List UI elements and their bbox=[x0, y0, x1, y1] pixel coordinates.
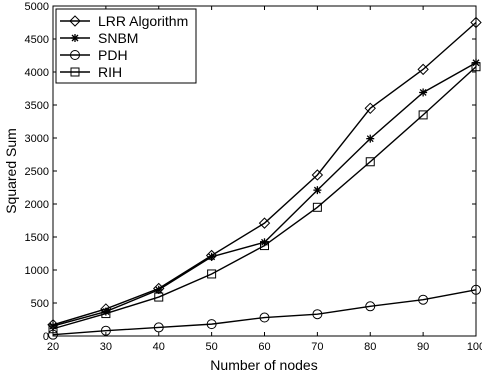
diamond-marker bbox=[258, 217, 271, 229]
series-line bbox=[52, 62, 477, 327]
y-tick-label: 1500 bbox=[25, 232, 49, 244]
asterisk-marker bbox=[71, 34, 79, 42]
square-marker bbox=[48, 324, 58, 334]
square-marker bbox=[471, 62, 481, 72]
legend-label: RIH bbox=[98, 64, 122, 80]
square-marker bbox=[260, 241, 269, 251]
asterisk-marker bbox=[366, 134, 375, 143]
x-tick-label: 20 bbox=[47, 341, 59, 353]
series-snbm bbox=[49, 58, 480, 331]
series-line bbox=[52, 66, 477, 330]
y-tick-label: 5000 bbox=[25, 1, 49, 13]
x-tick-label: 90 bbox=[417, 341, 429, 353]
x-tick-label: 80 bbox=[364, 341, 376, 353]
legend-label: PDH bbox=[98, 47, 128, 63]
circle-marker bbox=[206, 319, 217, 330]
legend-item: SNBM bbox=[60, 30, 138, 46]
y-tick-label: 500 bbox=[31, 298, 49, 310]
y-tick-label: 2500 bbox=[25, 166, 49, 178]
y-tick-label: 0 bbox=[43, 331, 49, 343]
y-axis-label: Squared Sum bbox=[3, 128, 19, 214]
circle-marker bbox=[70, 50, 80, 60]
x-tick-label: 100 bbox=[467, 341, 482, 353]
y-tick-label: 2000 bbox=[25, 199, 49, 211]
y-tick-label: 3500 bbox=[25, 100, 49, 112]
axis-ticks: 2030405060708090100050010001500200025003… bbox=[25, 1, 482, 353]
circle-marker bbox=[312, 309, 323, 320]
diamond-marker bbox=[364, 102, 376, 115]
x-tick-label: 60 bbox=[258, 341, 270, 353]
asterisk-marker bbox=[419, 88, 428, 97]
legend-label: SNBM bbox=[98, 30, 138, 46]
asterisk-marker bbox=[49, 322, 57, 331]
x-tick-label: 30 bbox=[100, 341, 112, 353]
circle-marker bbox=[153, 322, 164, 333]
y-tick-label: 1000 bbox=[25, 265, 49, 277]
legend-item: LRR Algorithm bbox=[60, 13, 188, 29]
y-tick-label: 3000 bbox=[25, 133, 49, 145]
legend-item: PDH bbox=[60, 47, 128, 63]
square-marker bbox=[101, 309, 111, 319]
circle-marker bbox=[48, 329, 58, 340]
square-marker bbox=[418, 110, 428, 120]
legend-item: RIH bbox=[60, 64, 122, 80]
square-marker bbox=[154, 292, 164, 302]
asterisk-marker bbox=[313, 186, 322, 195]
square-marker bbox=[70, 67, 80, 77]
square-marker bbox=[207, 269, 217, 279]
circle-marker bbox=[365, 301, 376, 312]
square-marker bbox=[312, 202, 322, 212]
diamond-marker bbox=[470, 16, 482, 29]
circle-marker bbox=[100, 325, 111, 336]
circle-marker bbox=[471, 284, 481, 295]
y-tick-label: 4500 bbox=[25, 34, 49, 46]
series-rih bbox=[48, 62, 481, 334]
asterisk-marker bbox=[154, 285, 163, 294]
square-marker bbox=[365, 157, 375, 167]
x-tick-label: 70 bbox=[311, 341, 323, 353]
series-pdh bbox=[48, 284, 481, 340]
series-line bbox=[52, 289, 477, 336]
y-tick-label: 4000 bbox=[25, 67, 49, 79]
diamond-marker bbox=[311, 169, 324, 181]
diamond-marker bbox=[417, 63, 429, 76]
diamond-marker bbox=[69, 15, 81, 27]
x-tick-label: 50 bbox=[206, 341, 218, 353]
series-layer bbox=[47, 16, 482, 340]
x-tick-label: 40 bbox=[153, 341, 165, 353]
circle-marker bbox=[259, 312, 270, 323]
x-axis-label: Number of nodes bbox=[210, 357, 317, 373]
circle-marker bbox=[418, 294, 429, 305]
series-line bbox=[52, 21, 477, 326]
asterisk-marker bbox=[207, 252, 216, 261]
legend-label: LRR Algorithm bbox=[98, 13, 188, 29]
